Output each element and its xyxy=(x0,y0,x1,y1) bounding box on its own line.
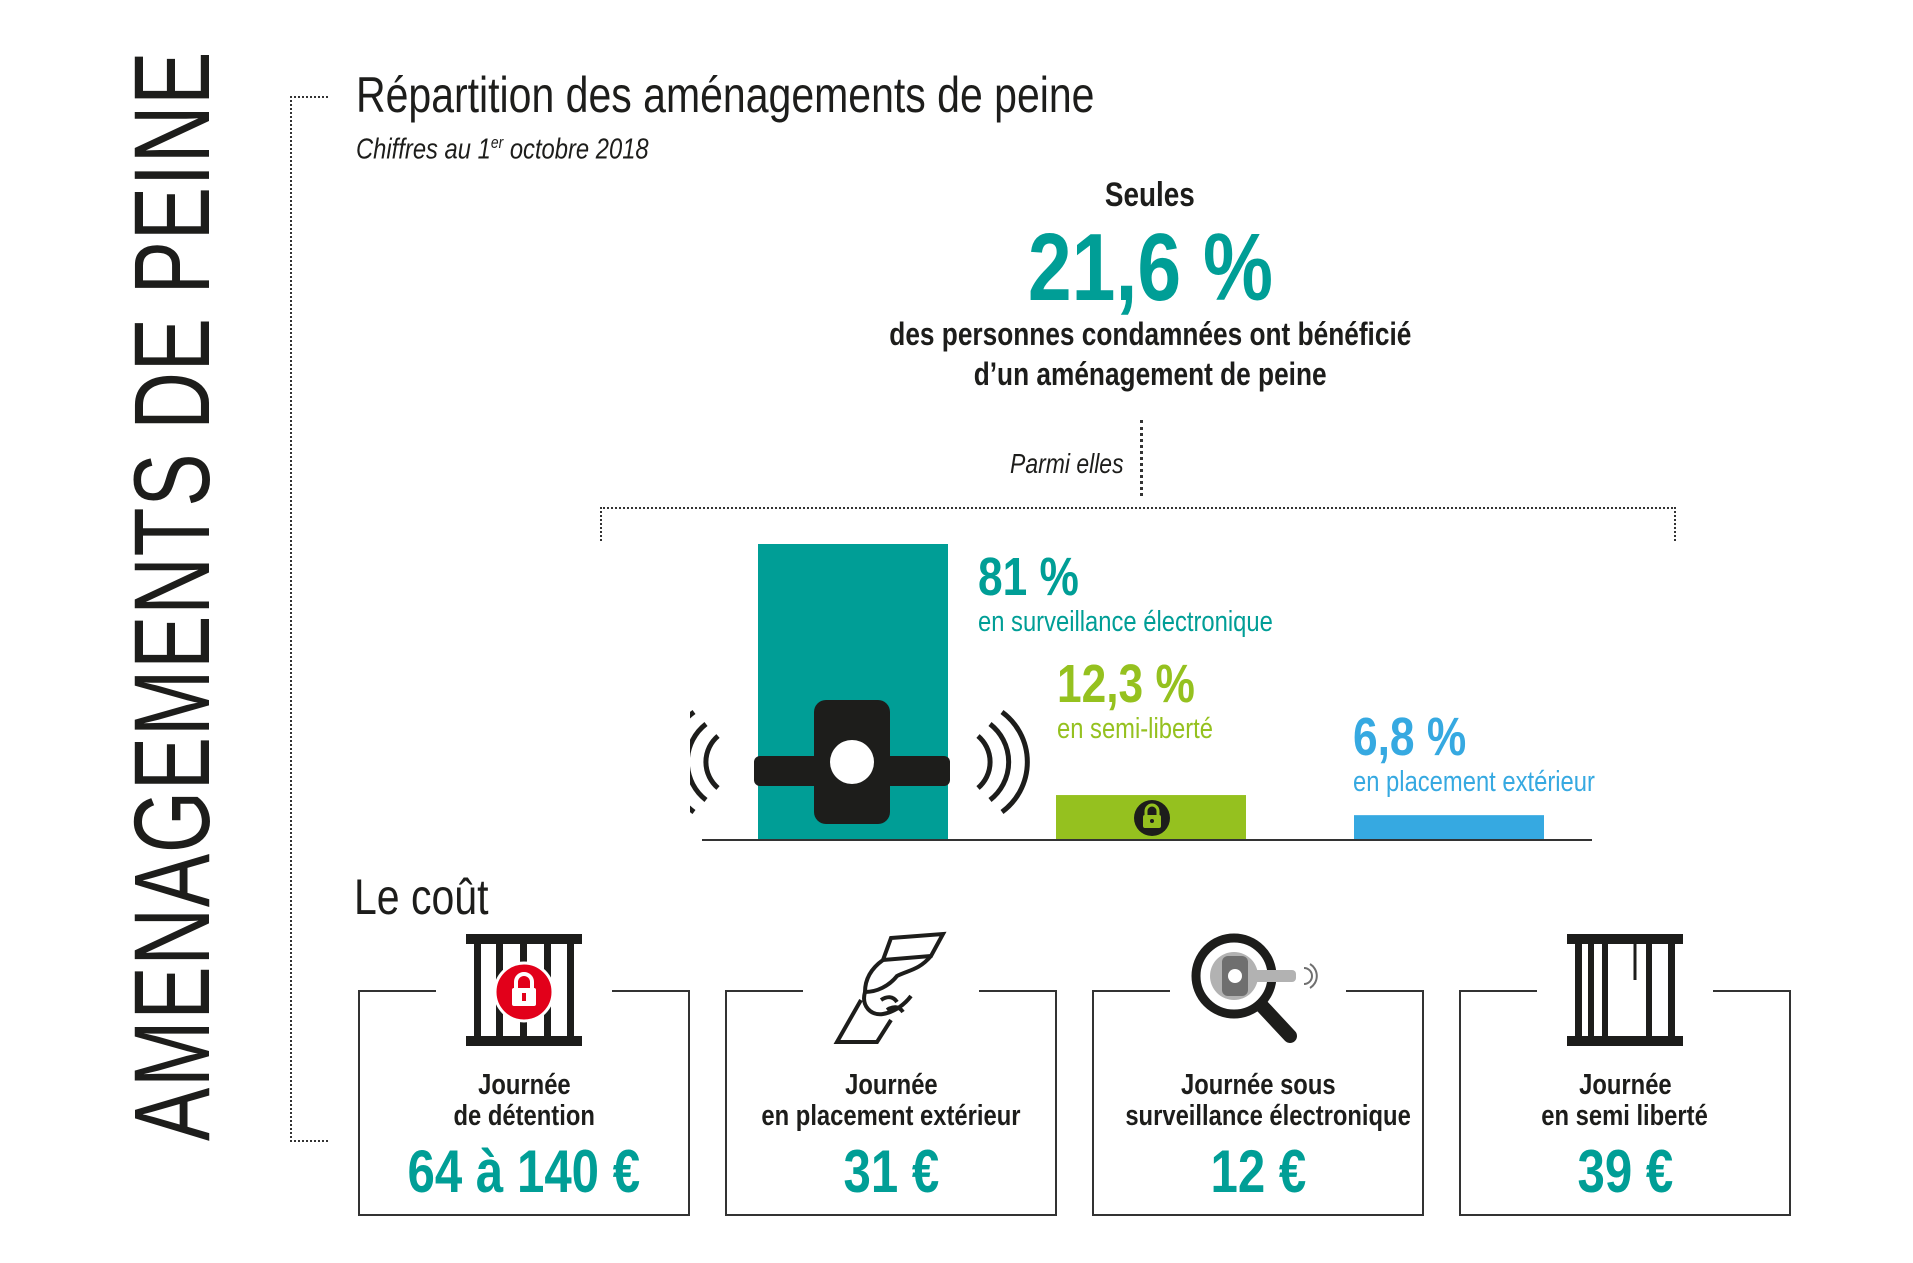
cost-label-line-1: Journée xyxy=(844,1069,938,1101)
prison-cell-lock-icon xyxy=(466,934,582,1046)
cost-value-text: 12 € xyxy=(1210,1138,1306,1205)
cost-label-line-2: en semi liberté xyxy=(1541,1100,1709,1132)
handshake-icon xyxy=(833,931,947,1044)
cost-label: Journée en semi liberté xyxy=(1461,1070,1789,1132)
bar-category-label: en surveillance électronique xyxy=(978,606,1273,638)
cost-label-line-2: surveillance électronique xyxy=(1125,1100,1411,1132)
bar-label-surveillance-electronique: 81 % en surveillance électronique xyxy=(978,550,1338,637)
cost-label: Journée de détention xyxy=(360,1070,688,1132)
cost-value: 39 € xyxy=(1461,1142,1789,1202)
card-top-left-border xyxy=(358,990,436,992)
cost-label-line-1: Journée xyxy=(477,1069,571,1101)
card-top-left-border xyxy=(1459,990,1537,992)
magnifier-bracelet-icon xyxy=(1191,933,1318,1043)
card-top-right-border xyxy=(1713,990,1791,992)
connector-line xyxy=(1140,420,1143,496)
page-subtitle: Chiffres au 1er octobre 2018 xyxy=(356,133,649,167)
card-top-right-border xyxy=(979,990,1057,992)
cost-card-detention: Journée de détention 64 à 140 € xyxy=(358,934,690,1216)
card-top-right-border xyxy=(612,990,690,992)
subtitle-prefix: Chiffres au 1 xyxy=(356,133,491,166)
highlight-value: 21,6 % xyxy=(760,220,1540,316)
page-title: Répartition des aménagements de peine xyxy=(356,67,1095,123)
electronic-bracelet-icon xyxy=(690,700,1030,824)
cost-label-line-2: de détention xyxy=(453,1100,595,1132)
vertical-title-text: AMENAGEMENTS DE PEINE xyxy=(111,50,232,1141)
cost-value-text: 31 € xyxy=(843,1138,939,1205)
highlight-intro-text: Seules xyxy=(1105,176,1195,214)
top-bracket-divider xyxy=(600,507,1676,541)
highlight-intro: Seules xyxy=(760,176,1540,215)
bar-label-placement-exterieur: 6,8 % en placement extérieur xyxy=(1353,710,1648,797)
bar-chart xyxy=(690,544,1592,841)
cost-label-line-2: en placement extérieur xyxy=(761,1100,1021,1132)
parmi-label: Parmi elles xyxy=(1010,448,1124,479)
bar-placement-exterieur xyxy=(1354,815,1544,840)
cost-section-title: Le coût xyxy=(354,869,489,925)
highlight-line-2: d’un aménagement de peine xyxy=(973,356,1327,392)
cost-value-text: 39 € xyxy=(1577,1138,1673,1205)
bar-category-label: en placement extérieur xyxy=(1353,766,1595,798)
cost-card-surveillance-electronique: Journée sous surveillance électronique 1… xyxy=(1092,933,1424,1216)
bar-value-label: 6,8 % xyxy=(1353,707,1467,767)
cost-label: Journée sous surveillance électronique xyxy=(1094,1070,1422,1132)
subtitle-suffix: octobre 2018 xyxy=(503,133,649,166)
cost-card-placement-exterieur: Journée en placement extérieur 31 € xyxy=(725,931,1057,1216)
card-top-right-border xyxy=(1346,990,1424,992)
cost-label-line-1: Journée sous xyxy=(1180,1069,1336,1101)
bar-value-label: 12,3 % xyxy=(1057,654,1195,714)
cost-value: 64 à 140 € xyxy=(360,1142,688,1202)
subtitle-superscript: er xyxy=(490,133,504,152)
left-bracket-divider xyxy=(290,96,328,1142)
highlight-description: des personnes condamnées ont bénéficié d… xyxy=(760,314,1540,394)
cost-label: Journée en placement extérieur xyxy=(727,1070,1055,1132)
highlight-line-1: des personnes condamnées ont bénéficié xyxy=(888,316,1412,352)
bar-label-semi-liberte: 12,3 % en semi-liberté xyxy=(1057,657,1247,744)
cost-card-semi-liberte: Journée en semi liberté 39 € xyxy=(1459,934,1791,1216)
cost-value: 31 € xyxy=(727,1142,1055,1202)
highlight-value-text: 21,6 % xyxy=(1027,214,1273,321)
card-top-left-border xyxy=(725,990,803,992)
cost-value-text: 64 à 140 € xyxy=(407,1138,641,1205)
cost-value: 12 € xyxy=(1094,1142,1422,1202)
bar-category-label: en semi-liberté xyxy=(1057,713,1213,745)
padlock-icon xyxy=(1134,800,1170,836)
cost-label-line-1: Journée xyxy=(1578,1069,1672,1101)
card-top-left-border xyxy=(1092,990,1170,992)
open-cell-icon xyxy=(1567,934,1683,1046)
bar-value-label: 81 % xyxy=(978,547,1079,607)
